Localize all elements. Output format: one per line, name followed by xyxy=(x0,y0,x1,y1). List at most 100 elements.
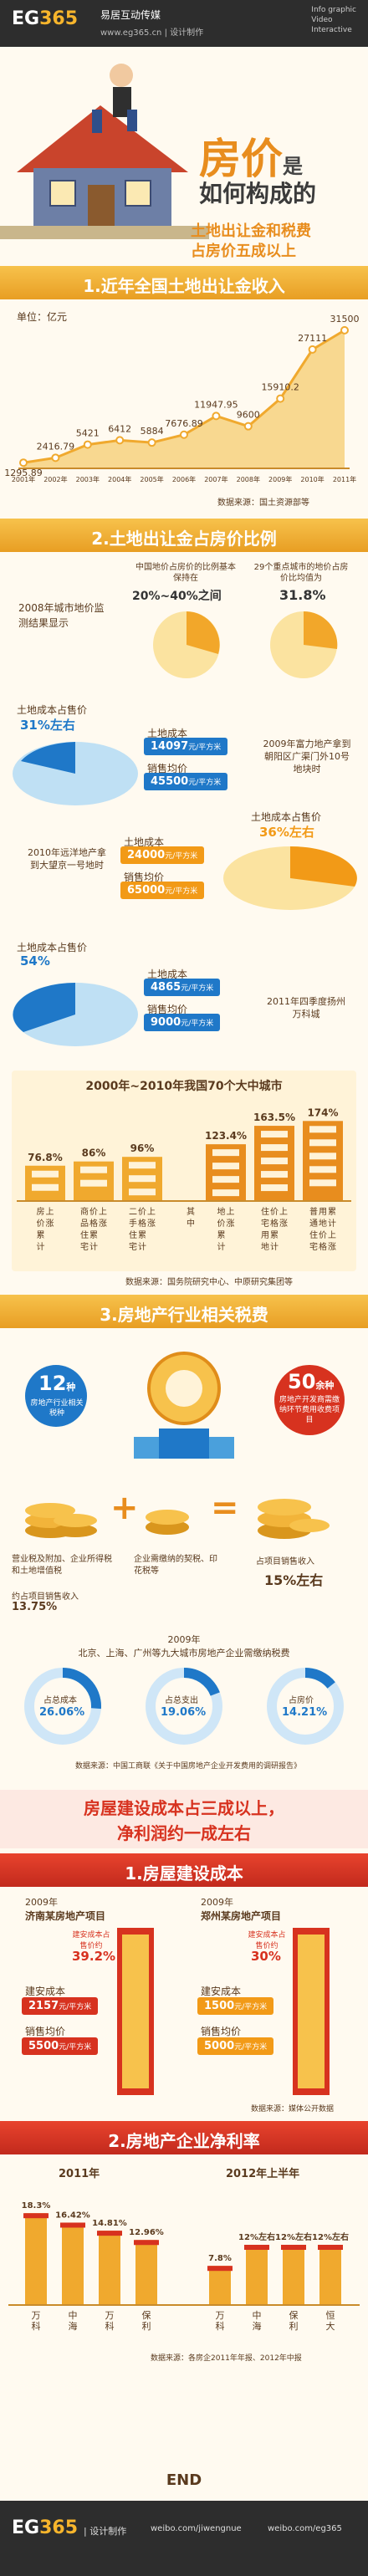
case2-cost: 24000元/平方米 xyxy=(120,846,205,864)
building-window xyxy=(212,1176,239,1183)
tick-label: 2001年 xyxy=(12,475,35,483)
building-label-char: 宅 xyxy=(80,1241,89,1252)
profit-bar xyxy=(246,2245,268,2305)
profit-bar-cap xyxy=(134,2240,159,2246)
monitor-intro: 2008年城市地价监测结果显示 xyxy=(18,602,105,629)
profit-pct: 18.3% xyxy=(22,2201,51,2211)
building-label-char: 价 xyxy=(89,1207,98,1217)
data-point xyxy=(276,394,285,403)
case2-pct: 36%左右 xyxy=(259,825,314,840)
left-building xyxy=(117,1928,154,2095)
house-illustration xyxy=(0,47,209,239)
building-label-char: 品 xyxy=(80,1219,89,1229)
section1-banner: 1.近年全国土地出让金收入 xyxy=(0,266,368,299)
building-label-char: 普 xyxy=(309,1206,318,1217)
case2-cost-label: 土地成本 xyxy=(124,836,165,848)
chart-unit: 单位：亿元 xyxy=(17,311,68,323)
right-building xyxy=(293,1928,330,2095)
building-window xyxy=(129,1175,156,1183)
building-label-char: 涨 xyxy=(279,1219,288,1229)
building-label-char: 用 xyxy=(261,1231,269,1240)
building-label-char: 用 xyxy=(319,1208,327,1217)
right-tag: 建安成本占售价约 xyxy=(248,1931,286,1950)
eg365-logo: EG365 xyxy=(12,8,79,29)
building-window xyxy=(32,1183,59,1191)
case3-desc: 2011年四季度扬州万科城 xyxy=(267,996,345,1020)
tax-item1-b: 约占项目销售收入 xyxy=(12,1592,79,1602)
left-project: 济南某房地产项目 xyxy=(25,1910,106,1922)
tax-rings xyxy=(24,1668,344,1745)
profit-company: 海 xyxy=(253,2320,262,2332)
case1-price-label: 销售均价 xyxy=(147,763,188,774)
data-point xyxy=(19,458,28,468)
left-year: 2009年 xyxy=(25,1897,58,1908)
tax-types-number: 12种 xyxy=(38,1372,76,1395)
fee-items-number: 50余种 xyxy=(288,1370,335,1393)
building-label-char: 格 xyxy=(138,1218,146,1229)
profit-company: 中 xyxy=(69,2310,78,2321)
building-pct: 174% xyxy=(307,1107,338,1118)
building-label-char: 格 xyxy=(270,1218,279,1229)
building-label-char: 上 xyxy=(46,1207,54,1217)
footer-weibo1[interactable]: weibo.com/jiwengnue xyxy=(151,2524,242,2533)
building-label-char: 住 xyxy=(129,1229,137,1240)
building-label-char: 上 xyxy=(328,1230,336,1240)
data-point xyxy=(243,422,253,431)
profit-bar-cap xyxy=(244,2245,269,2250)
profit-bars: 18.3% 万科 16.42% 中海 14.81% 万科 12.96% 保利 7.8% 万科 12%… xyxy=(8,2201,360,2332)
fee-items-text: 房地产开发商需缴纳环节费用收费项目 xyxy=(279,1396,340,1424)
profit-year-a: 2011年 xyxy=(59,2168,100,2180)
profit-company: 万 xyxy=(216,2310,225,2321)
building-label-char: 累 xyxy=(328,1207,336,1217)
building-label-char: 手 xyxy=(129,1218,137,1229)
brand-site: www.eg365.cn | 设计制作 xyxy=(100,28,204,38)
rings-year: 2009年 xyxy=(167,1634,201,1645)
case3-cost-label: 土地成本 xyxy=(147,969,188,980)
fee-items-circle xyxy=(274,1365,345,1435)
building-window xyxy=(212,1163,239,1170)
profit-company: 万 xyxy=(32,2310,41,2321)
data-label: 7676.89 xyxy=(165,418,203,429)
case1-pct: 31%左右 xyxy=(20,718,75,733)
building-window xyxy=(261,1131,288,1138)
case3-pct: 54% xyxy=(20,953,50,969)
data-point xyxy=(340,325,349,335)
profit-pct: 16.42% xyxy=(55,2211,90,2220)
pie2-value: 31.8% xyxy=(279,587,326,603)
case3-disc xyxy=(13,983,138,1046)
building-label-char: 累 xyxy=(217,1230,226,1240)
building-label-char: 累 xyxy=(89,1230,98,1240)
bars-title: 2000年~2010年我国70个大中城市 xyxy=(85,1080,283,1093)
data-label: 2416.79 xyxy=(37,441,75,452)
building-label-char: 宅 xyxy=(309,1241,318,1252)
city-building xyxy=(303,1121,343,1201)
tick-label: 2004年 xyxy=(108,475,131,483)
left-pct: 39.2% xyxy=(72,1949,116,1964)
building-label-char: 价 xyxy=(319,1230,327,1240)
tick-label: 2005年 xyxy=(140,475,163,483)
tick-label: 2006年 xyxy=(172,475,196,483)
pie1 xyxy=(153,611,220,678)
rings-source: 数据来源：中国工商联《关于中国房地产企业开发费用的调研报告》 xyxy=(75,1762,302,1771)
footer-weibo2[interactable]: weibo.com/eg365 xyxy=(268,2524,342,2533)
case2-desc: 2010年远洋地产拿到大望京一号地时 xyxy=(28,847,106,871)
profit-pct: 7.8% xyxy=(208,2254,232,2263)
building-label-char: 价 xyxy=(37,1219,45,1229)
right-project: 郑州某房地产项目 xyxy=(201,1910,282,1922)
rings-title: 北京、上海、广州等九大城市房地产企业需缴纳税费 xyxy=(78,1648,290,1659)
building-label-char: 房 xyxy=(37,1206,45,1217)
data-label: 27111 xyxy=(298,333,327,344)
profit-company: 科 xyxy=(216,2320,225,2332)
profit-year-b: 2012年上半年 xyxy=(226,2168,300,2180)
right-cost: 1500元/平方米 xyxy=(197,1997,274,2015)
case1-cost: 14097元/平方米 xyxy=(144,738,228,755)
building-label-char: 累 xyxy=(138,1230,146,1240)
cities-buildings: 76.8%房价累计上涨86%商品住宅价格累计上涨96%二手住宅价格累计上涨其中1… xyxy=(17,1107,351,1252)
profit-company: 保 xyxy=(142,2309,151,2321)
part2-title-b: 净利润约一成左右 xyxy=(117,1823,251,1843)
hero-title-sub: 如何构成的 xyxy=(199,180,317,207)
building-window xyxy=(309,1166,336,1173)
profit-company: 万 xyxy=(105,2310,115,2321)
building-label-char: 计 xyxy=(217,1241,226,1252)
building-label-char: 上 xyxy=(227,1207,235,1217)
